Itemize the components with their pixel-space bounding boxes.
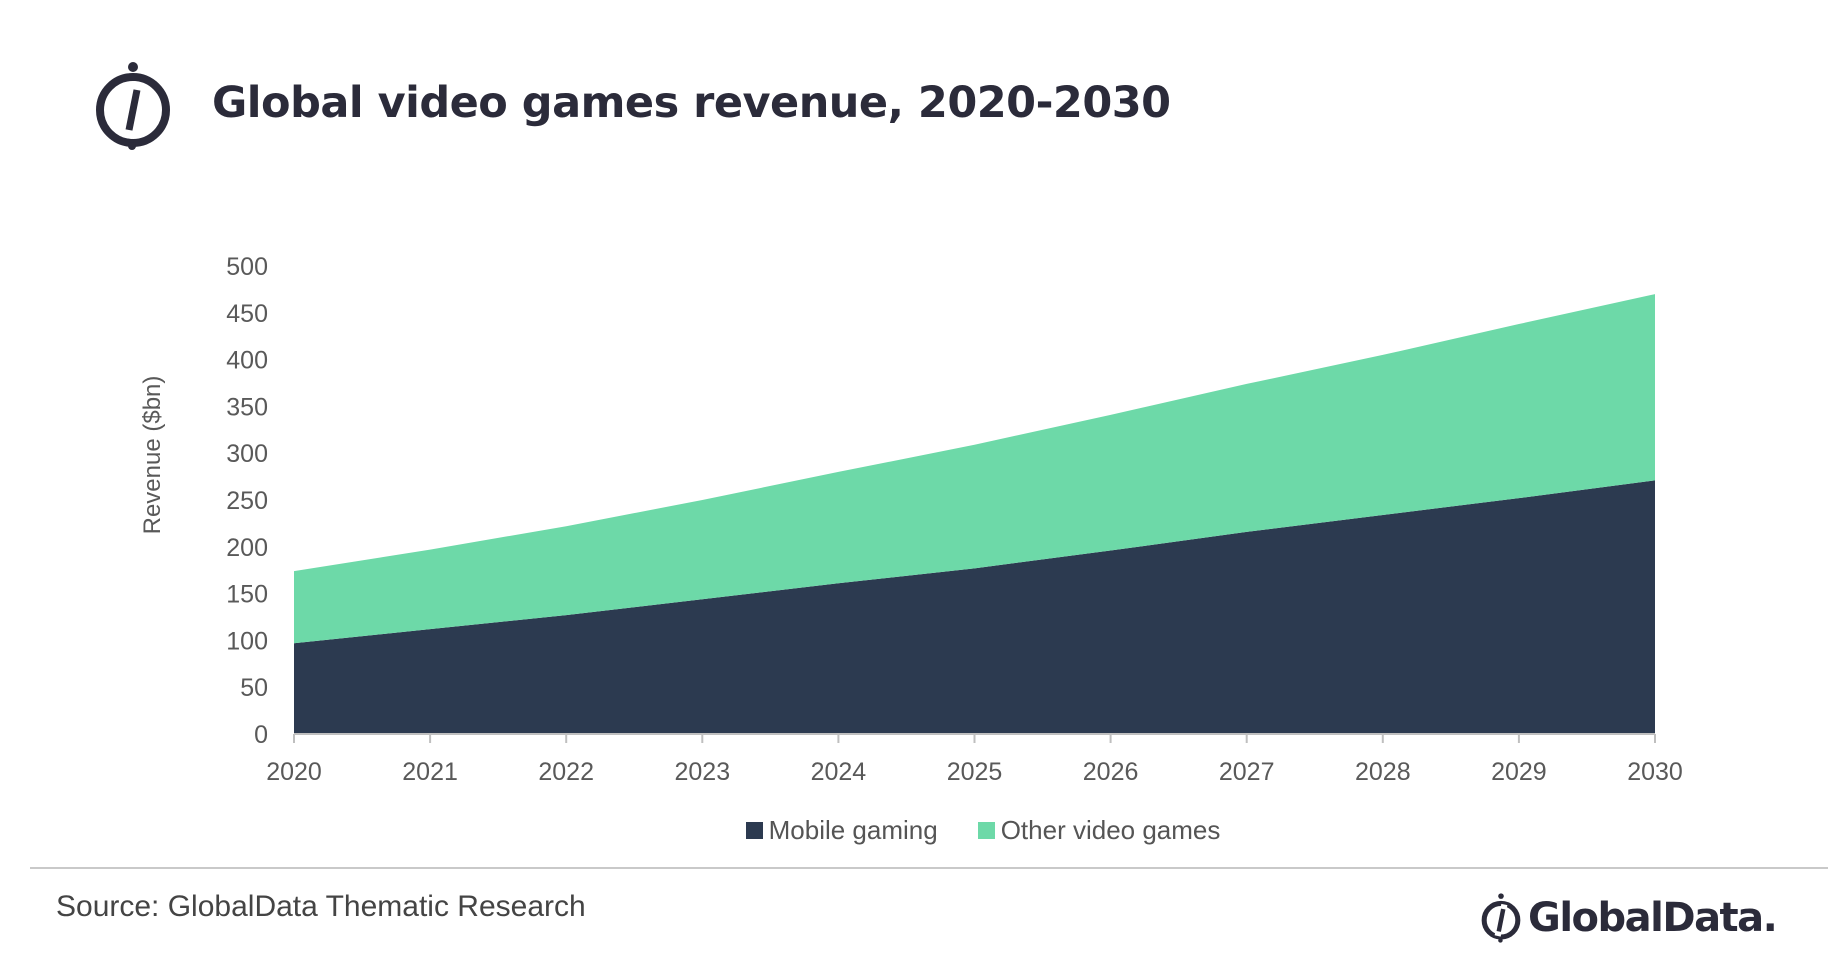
y-tick-label: 250 <box>226 487 268 515</box>
y-tick-label: 0 <box>254 721 268 749</box>
y-tick-label: 350 <box>226 393 268 421</box>
y-tick-label: 450 <box>226 300 268 328</box>
x-tick-label: 2028 <box>1355 758 1411 786</box>
legend: Mobile gaming Other video games <box>0 815 1846 846</box>
y-tick-label: 150 <box>226 581 268 609</box>
x-tick-label: 2025 <box>947 758 1003 786</box>
y-tick-label: 100 <box>226 627 268 655</box>
legend-label-mobile: Mobile gaming <box>768 815 938 845</box>
chart-title: Global video games revenue, 2020-2030 <box>212 78 1171 128</box>
legend-item-other: Other video games <box>977 815 1221 846</box>
legend-item-mobile: Mobile gaming <box>745 815 938 846</box>
y-tick-label: 300 <box>226 440 268 468</box>
legend-swatch-mobile <box>745 822 763 839</box>
y-tick-label: 200 <box>226 534 268 562</box>
area-series-mobile-gaming <box>294 480 1655 734</box>
divider <box>30 867 1828 869</box>
legend-label-other: Other video games <box>1000 815 1221 845</box>
y-tick-label: 400 <box>226 347 268 375</box>
globaldata-symbol-icon <box>96 62 170 150</box>
x-tick-label: 2023 <box>674 758 730 786</box>
x-tick-label: 2030 <box>1627 758 1683 786</box>
brand-logo: GlobalData. <box>1478 890 1778 946</box>
x-tick-label: 2027 <box>1219 758 1275 786</box>
y-tick-label: 50 <box>240 674 268 702</box>
y-tick-label: 500 <box>226 253 268 281</box>
globaldata-symbol-icon <box>1481 893 1521 943</box>
x-tick-label: 2022 <box>538 758 594 786</box>
x-tick-label: 2024 <box>811 758 867 786</box>
x-tick-label: 2029 <box>1491 758 1547 786</box>
x-tick-label: 2026 <box>1083 758 1139 786</box>
y-axis-label: Revenue ($bn) <box>139 376 166 535</box>
brand-text: GlobalData. <box>1528 895 1778 941</box>
x-tick-label: 2021 <box>402 758 458 786</box>
x-tick-label: 2020 <box>266 758 322 786</box>
legend-swatch-other <box>977 822 995 839</box>
area-series-other-video-games <box>294 294 1655 644</box>
source-note: Source: GlobalData Thematic Research <box>56 890 586 923</box>
